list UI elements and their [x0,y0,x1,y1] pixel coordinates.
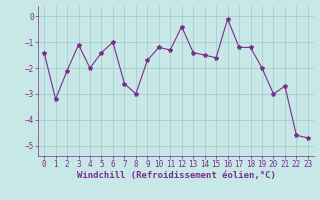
X-axis label: Windchill (Refroidissement éolien,°C): Windchill (Refroidissement éolien,°C) [76,171,276,180]
